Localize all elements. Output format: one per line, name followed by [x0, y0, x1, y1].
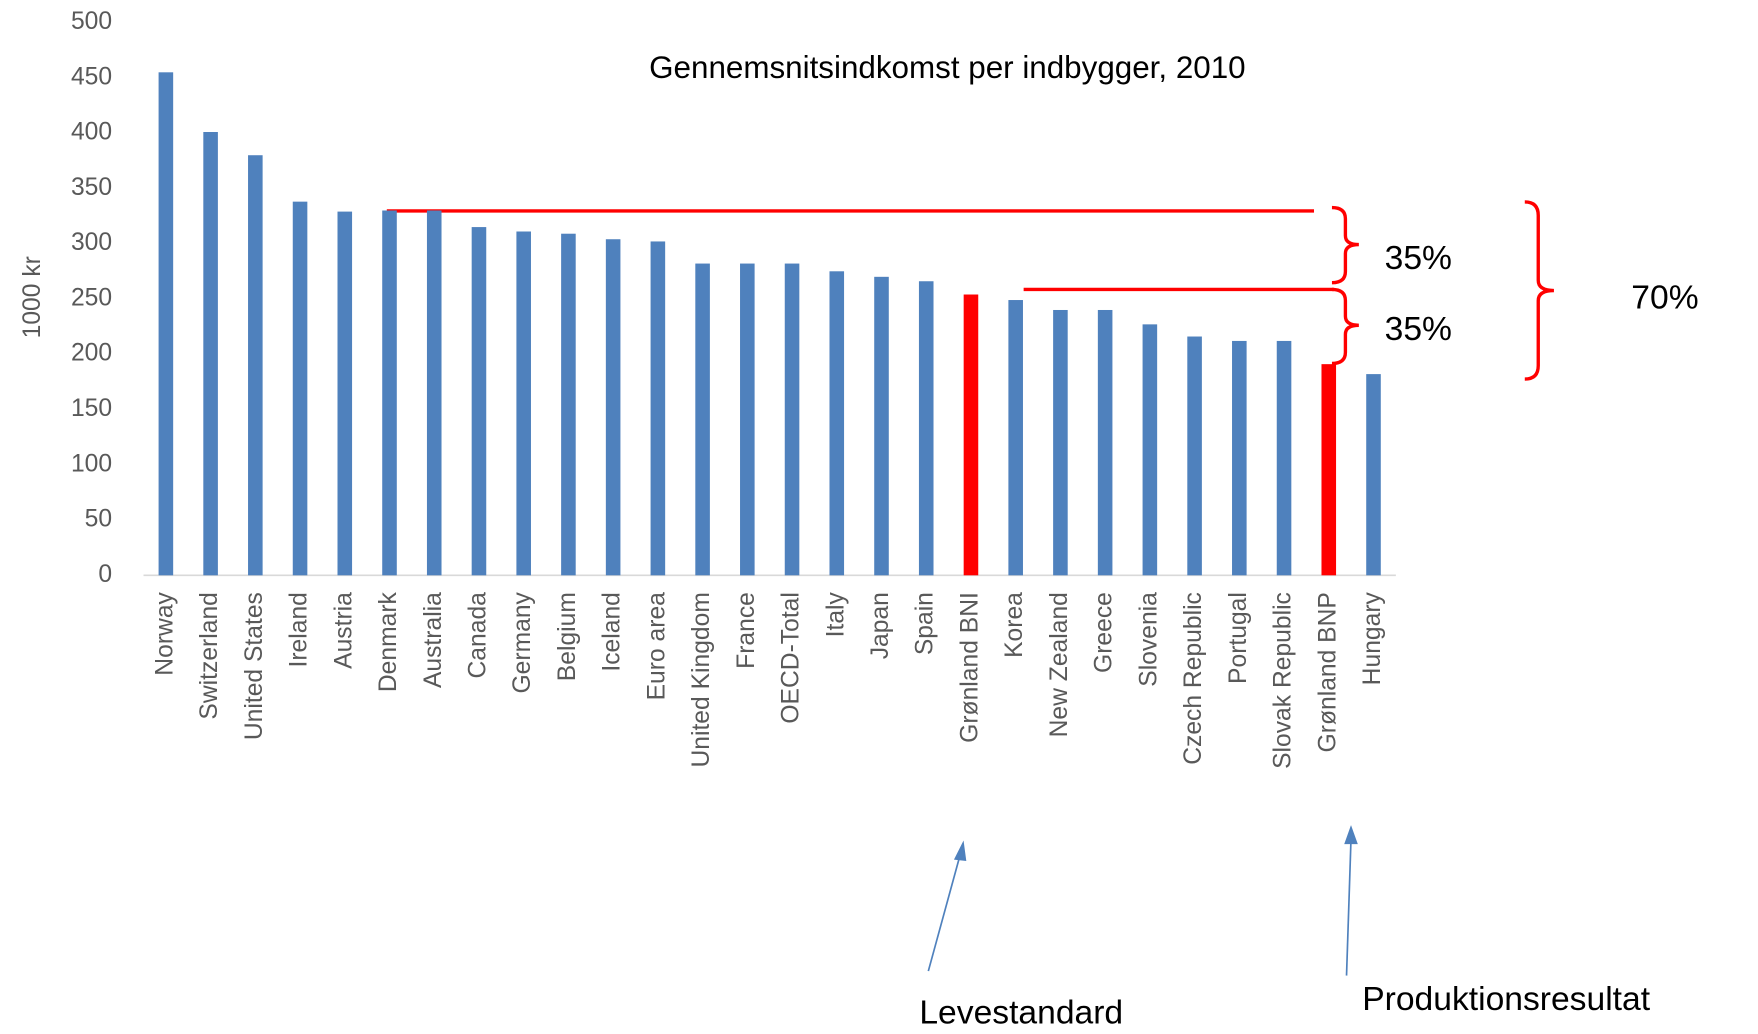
x-tick-label: France — [733, 592, 760, 669]
arrows — [927, 825, 1358, 976]
bracket — [1524, 200, 1554, 381]
x-tick-label: Austria — [330, 592, 357, 669]
bar — [874, 276, 889, 576]
arrow — [927, 852, 962, 972]
x-tick-label: Grønland BNP — [1314, 592, 1341, 752]
x-tick-label: Czech Republic — [1180, 592, 1207, 765]
x-tick-label: Portugal — [1225, 592, 1252, 684]
x-tick-label: Australia — [420, 592, 447, 688]
x-tick-label: Germany — [509, 591, 536, 693]
bar — [158, 72, 174, 576]
x-tick-label: Greece — [1091, 592, 1118, 673]
y-tick-label: 0 — [98, 561, 112, 588]
annotation: Produktionsresultat — [1362, 981, 1650, 1018]
x-tick-label: Grønland BNI — [956, 592, 983, 743]
x-tick-label: Switzerland — [196, 592, 223, 719]
bracket — [1331, 287, 1359, 366]
x-tick-label: OECD-Total — [778, 592, 805, 724]
bar — [605, 239, 621, 576]
x-tick-label: Spain — [912, 592, 939, 655]
bar — [695, 263, 710, 576]
bar — [561, 233, 576, 576]
x-tick-label: Norway — [151, 591, 178, 675]
x-tick-label: United States — [241, 592, 268, 740]
x-tick-label: Ireland — [286, 592, 313, 667]
y-axis-label: 1000 kr — [19, 256, 46, 338]
x-tick-label: Hungary — [1359, 591, 1386, 685]
bar — [203, 132, 218, 576]
bracket — [1331, 205, 1359, 285]
bar — [1097, 309, 1113, 576]
x-tick-label: Japan — [867, 592, 894, 659]
y-tick-label: 400 — [71, 119, 112, 146]
bar — [784, 263, 800, 576]
annotation: 35% — [1385, 311, 1452, 348]
bar — [1276, 340, 1292, 576]
y-tick-label: 300 — [71, 229, 112, 256]
bar — [1053, 309, 1068, 576]
bar — [516, 231, 531, 576]
arrow-head — [1344, 825, 1358, 845]
y-tick-label: 50 — [85, 506, 112, 533]
y-tick-label: 250 — [71, 284, 112, 311]
bar — [248, 155, 263, 576]
y-tick-label: 500 — [71, 8, 112, 35]
x-tick-label: Denmark — [375, 591, 402, 692]
y-tick-label: 150 — [71, 395, 112, 422]
bar — [963, 294, 979, 576]
y-tick-label: 100 — [71, 450, 112, 477]
arrow-head — [953, 840, 967, 862]
annotation: 35% — [1385, 240, 1452, 277]
y-tick-label: 200 — [71, 340, 112, 367]
bar — [1321, 364, 1337, 576]
x-tick-label: New Zealand — [1046, 592, 1073, 737]
bar — [829, 271, 845, 576]
bar — [1142, 324, 1158, 576]
y-tick-label: 350 — [71, 174, 112, 201]
x-tick-label: Korea — [1001, 592, 1028, 658]
bar — [426, 210, 442, 576]
x-tick-label: Slovak Republic — [1270, 592, 1297, 769]
bar — [740, 263, 755, 576]
annotation: Levestandard — [919, 995, 1123, 1032]
bar — [292, 201, 308, 576]
x-tick-label: United Kingdom — [688, 592, 715, 767]
bar — [918, 281, 934, 576]
bar — [1008, 300, 1023, 576]
bar — [1366, 374, 1381, 576]
bar — [382, 210, 397, 576]
x-tick-label: Canada — [464, 592, 491, 679]
bar — [650, 241, 666, 576]
y-tick-label: 450 — [71, 63, 112, 90]
x-tick-label: Belgium — [554, 592, 581, 681]
bar — [337, 211, 353, 576]
bar — [1187, 336, 1202, 576]
arrow — [1345, 838, 1352, 976]
bar — [471, 227, 487, 576]
annotations — [386, 200, 1554, 381]
chart-title: Gennemsnitsindkomst per indbygger, 2010 — [649, 50, 1245, 85]
x-tick-label: Euro area — [643, 592, 670, 701]
annotation: 70% — [1631, 279, 1698, 316]
x-tick-label: Iceland — [599, 592, 626, 672]
x-tick-label: Italy — [822, 591, 849, 637]
bar — [1232, 340, 1247, 576]
x-tick-label: Slovenia — [1135, 592, 1162, 687]
